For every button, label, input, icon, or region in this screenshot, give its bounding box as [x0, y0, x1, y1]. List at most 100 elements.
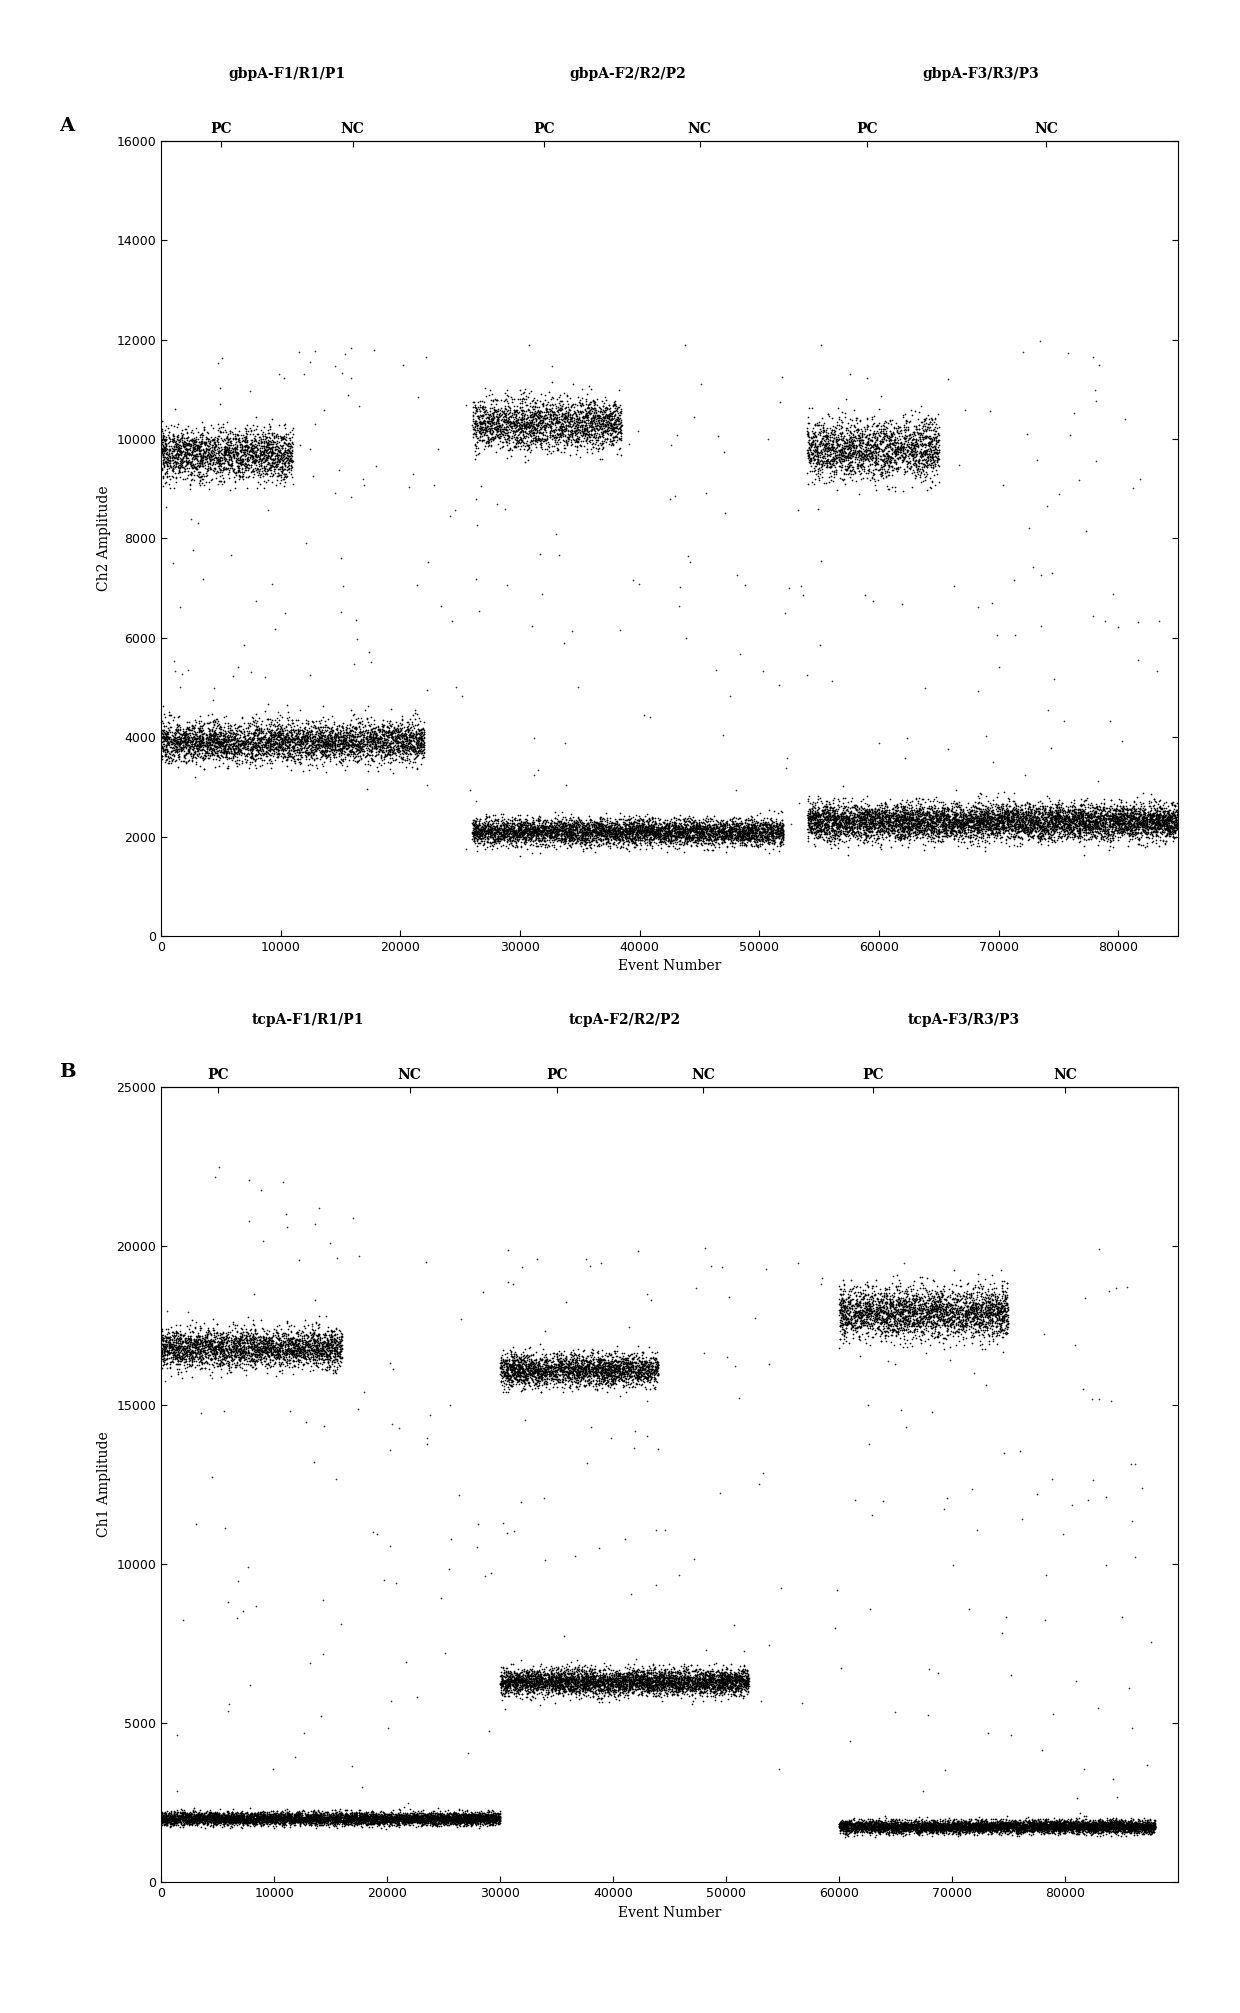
Point [166, 733, 186, 765]
Point [1033, 797, 1053, 829]
Point [516, 439, 536, 471]
Point [157, 1312, 177, 1345]
Point [884, 411, 904, 443]
Point [458, 1808, 477, 1840]
Point [274, 1802, 294, 1834]
Point [374, 1804, 394, 1836]
Point [523, 1675, 543, 1707]
Point [295, 1329, 315, 1361]
Point [858, 453, 878, 485]
Point [928, 1806, 947, 1838]
Point [304, 1806, 324, 1838]
Point [600, 1671, 620, 1703]
Point [174, 725, 193, 757]
Point [1142, 801, 1162, 833]
Point [650, 1679, 670, 1711]
Point [968, 1284, 988, 1317]
Point [542, 811, 562, 843]
Point [694, 813, 714, 845]
Point [410, 1798, 430, 1830]
Point [878, 437, 898, 469]
Point [963, 821, 983, 854]
Point [244, 1335, 264, 1367]
Point [217, 1800, 237, 1832]
Point [634, 1347, 653, 1379]
Point [590, 1345, 610, 1377]
Point [458, 1810, 477, 1842]
Point [368, 731, 388, 763]
Point [971, 1280, 991, 1312]
Point [299, 737, 319, 769]
Point [515, 1357, 534, 1389]
Point [582, 1667, 601, 1699]
Point [511, 1669, 531, 1701]
Point [217, 1810, 237, 1842]
Point [536, 1659, 556, 1691]
Point [986, 813, 1006, 845]
Point [505, 1345, 525, 1377]
Point [249, 1802, 269, 1834]
Point [911, 1298, 931, 1331]
Point [267, 1804, 286, 1836]
Point [492, 415, 512, 447]
Point [396, 1804, 415, 1836]
Point [842, 799, 862, 831]
Point [547, 1343, 567, 1375]
Point [497, 1353, 517, 1385]
Point [813, 795, 833, 827]
Point [942, 1317, 962, 1349]
Point [883, 1812, 903, 1844]
Point [987, 1329, 1007, 1361]
Point [831, 1812, 851, 1844]
Point [858, 795, 878, 827]
Point [505, 1355, 525, 1387]
Point [693, 1667, 713, 1699]
Point [976, 803, 996, 835]
Point [539, 411, 559, 443]
Point [471, 815, 491, 847]
Point [517, 1673, 537, 1705]
Point [443, 1802, 463, 1834]
Point [312, 1339, 332, 1371]
Point [966, 813, 986, 845]
Point [186, 1804, 206, 1836]
Point [908, 1814, 928, 1846]
Point [263, 449, 283, 481]
Point [471, 413, 491, 445]
Point [213, 1802, 233, 1834]
Point [206, 457, 226, 489]
Point [965, 1300, 985, 1333]
Point [842, 405, 862, 437]
Point [211, 729, 231, 761]
Point [1021, 1816, 1040, 1848]
Point [470, 1802, 490, 1834]
Point [1123, 817, 1143, 849]
Point [186, 723, 206, 755]
Point [992, 1810, 1012, 1842]
Point [557, 405, 577, 437]
Point [507, 1349, 527, 1381]
Point [523, 1659, 543, 1691]
Point [1090, 815, 1110, 847]
Point [637, 1365, 657, 1397]
Point [894, 1814, 914, 1846]
Point [1104, 1810, 1123, 1842]
Point [909, 1286, 929, 1319]
Point [971, 1290, 991, 1323]
Point [935, 807, 955, 839]
Point [966, 1288, 986, 1321]
Point [351, 717, 371, 749]
Point [955, 1806, 975, 1838]
Point [589, 403, 609, 435]
Point [717, 817, 737, 849]
Point [289, 1317, 309, 1349]
Point [904, 1812, 924, 1844]
Point [184, 439, 203, 471]
Point [432, 1802, 451, 1834]
Point [577, 819, 596, 851]
Point [1013, 1808, 1033, 1840]
Point [769, 811, 789, 843]
Point [361, 1808, 381, 1840]
Point [384, 717, 404, 749]
Point [620, 1667, 640, 1699]
